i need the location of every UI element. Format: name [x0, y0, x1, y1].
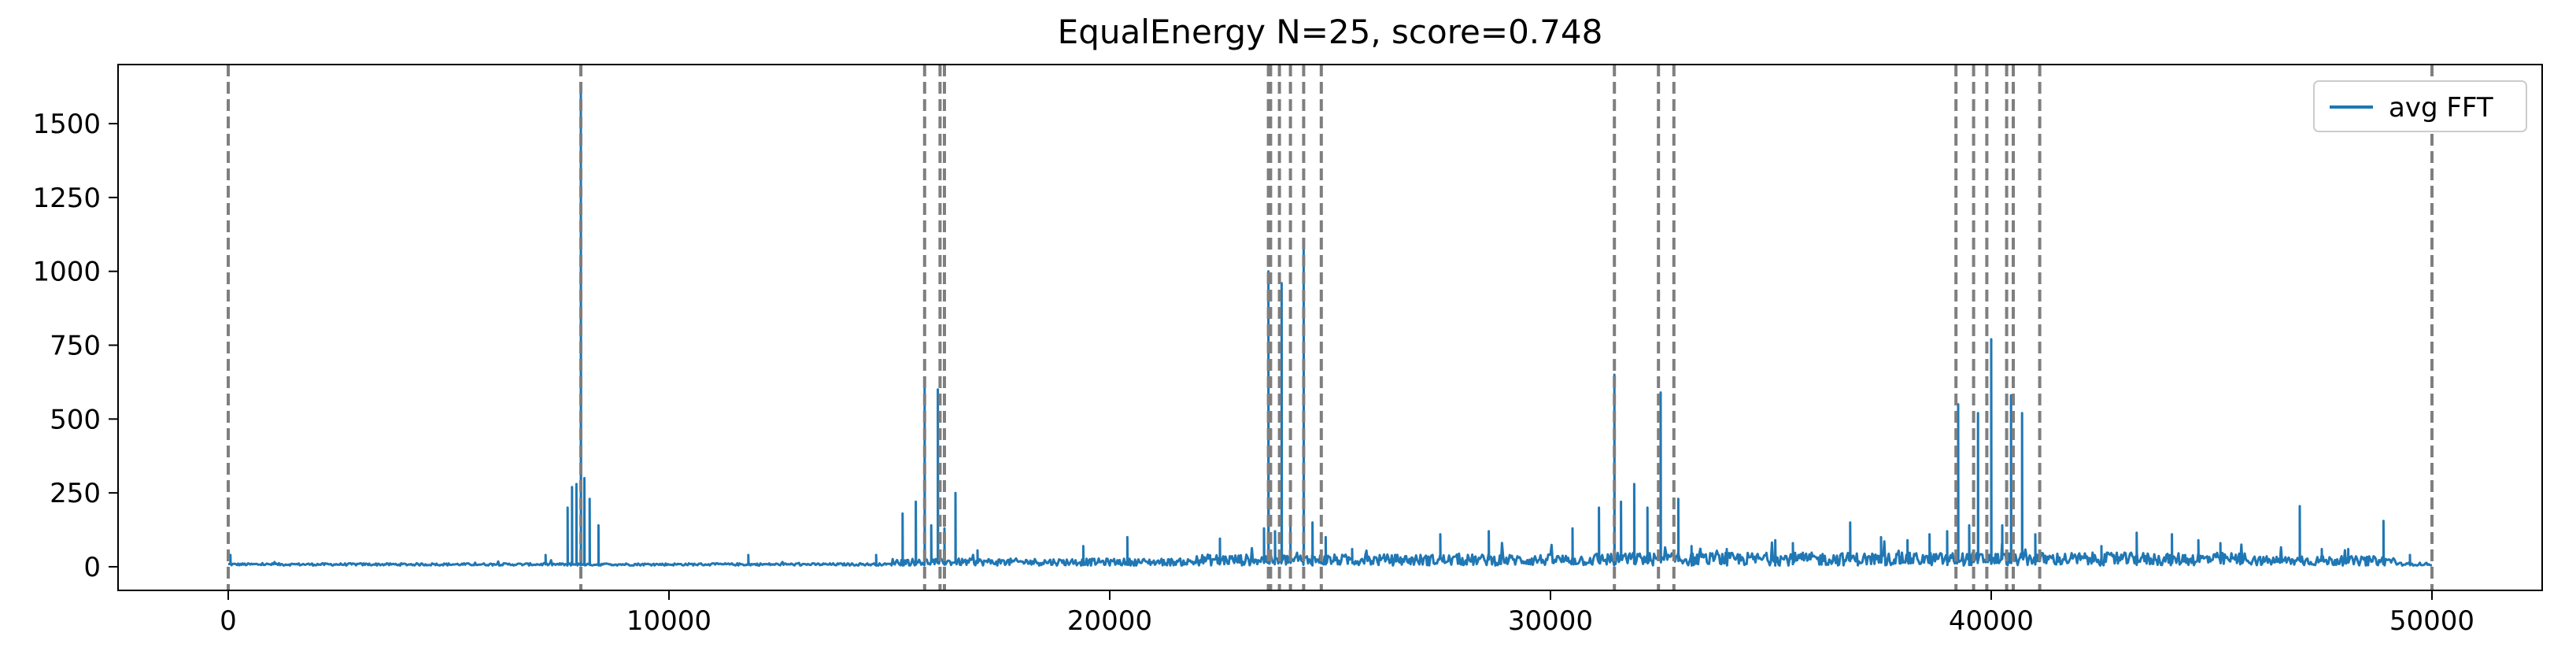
x-tick-label: 30000: [1508, 605, 1593, 637]
x-tick-label: 20000: [1067, 605, 1152, 637]
x-axis: 0 10000 20000 30000 40000 50000: [220, 590, 2474, 637]
segment-boundaries: [227, 65, 2434, 590]
y-tick-label: 750: [50, 331, 101, 362]
y-tick-label: 0: [83, 552, 101, 583]
x-tick-label: 40000: [1949, 605, 2034, 637]
legend-box: [2313, 80, 2527, 132]
y-tick-label: 250: [50, 478, 101, 509]
series-avg-fft-line: [227, 87, 2433, 567]
plot-frame: [117, 64, 2543, 591]
legend: avg FFT: [2313, 80, 2527, 132]
x-tick-label: 0: [220, 605, 237, 637]
chart-title: EqualEnergy N=25, score=0.748: [1058, 13, 1603, 51]
y-tick-label: 1500: [32, 109, 101, 140]
x-tick-label: 10000: [626, 605, 711, 637]
y-tick-label: 500: [50, 404, 101, 435]
y-tick-label: 1000: [32, 257, 101, 288]
y-tick-label: 1250: [32, 183, 101, 214]
legend-label-avg-fft: avg FFT: [2389, 92, 2493, 124]
y-axis: 0 250 500 750 1000 1250 1500: [32, 109, 118, 583]
x-tick-label: 50000: [2389, 605, 2474, 637]
plot-area: [227, 87, 2433, 567]
